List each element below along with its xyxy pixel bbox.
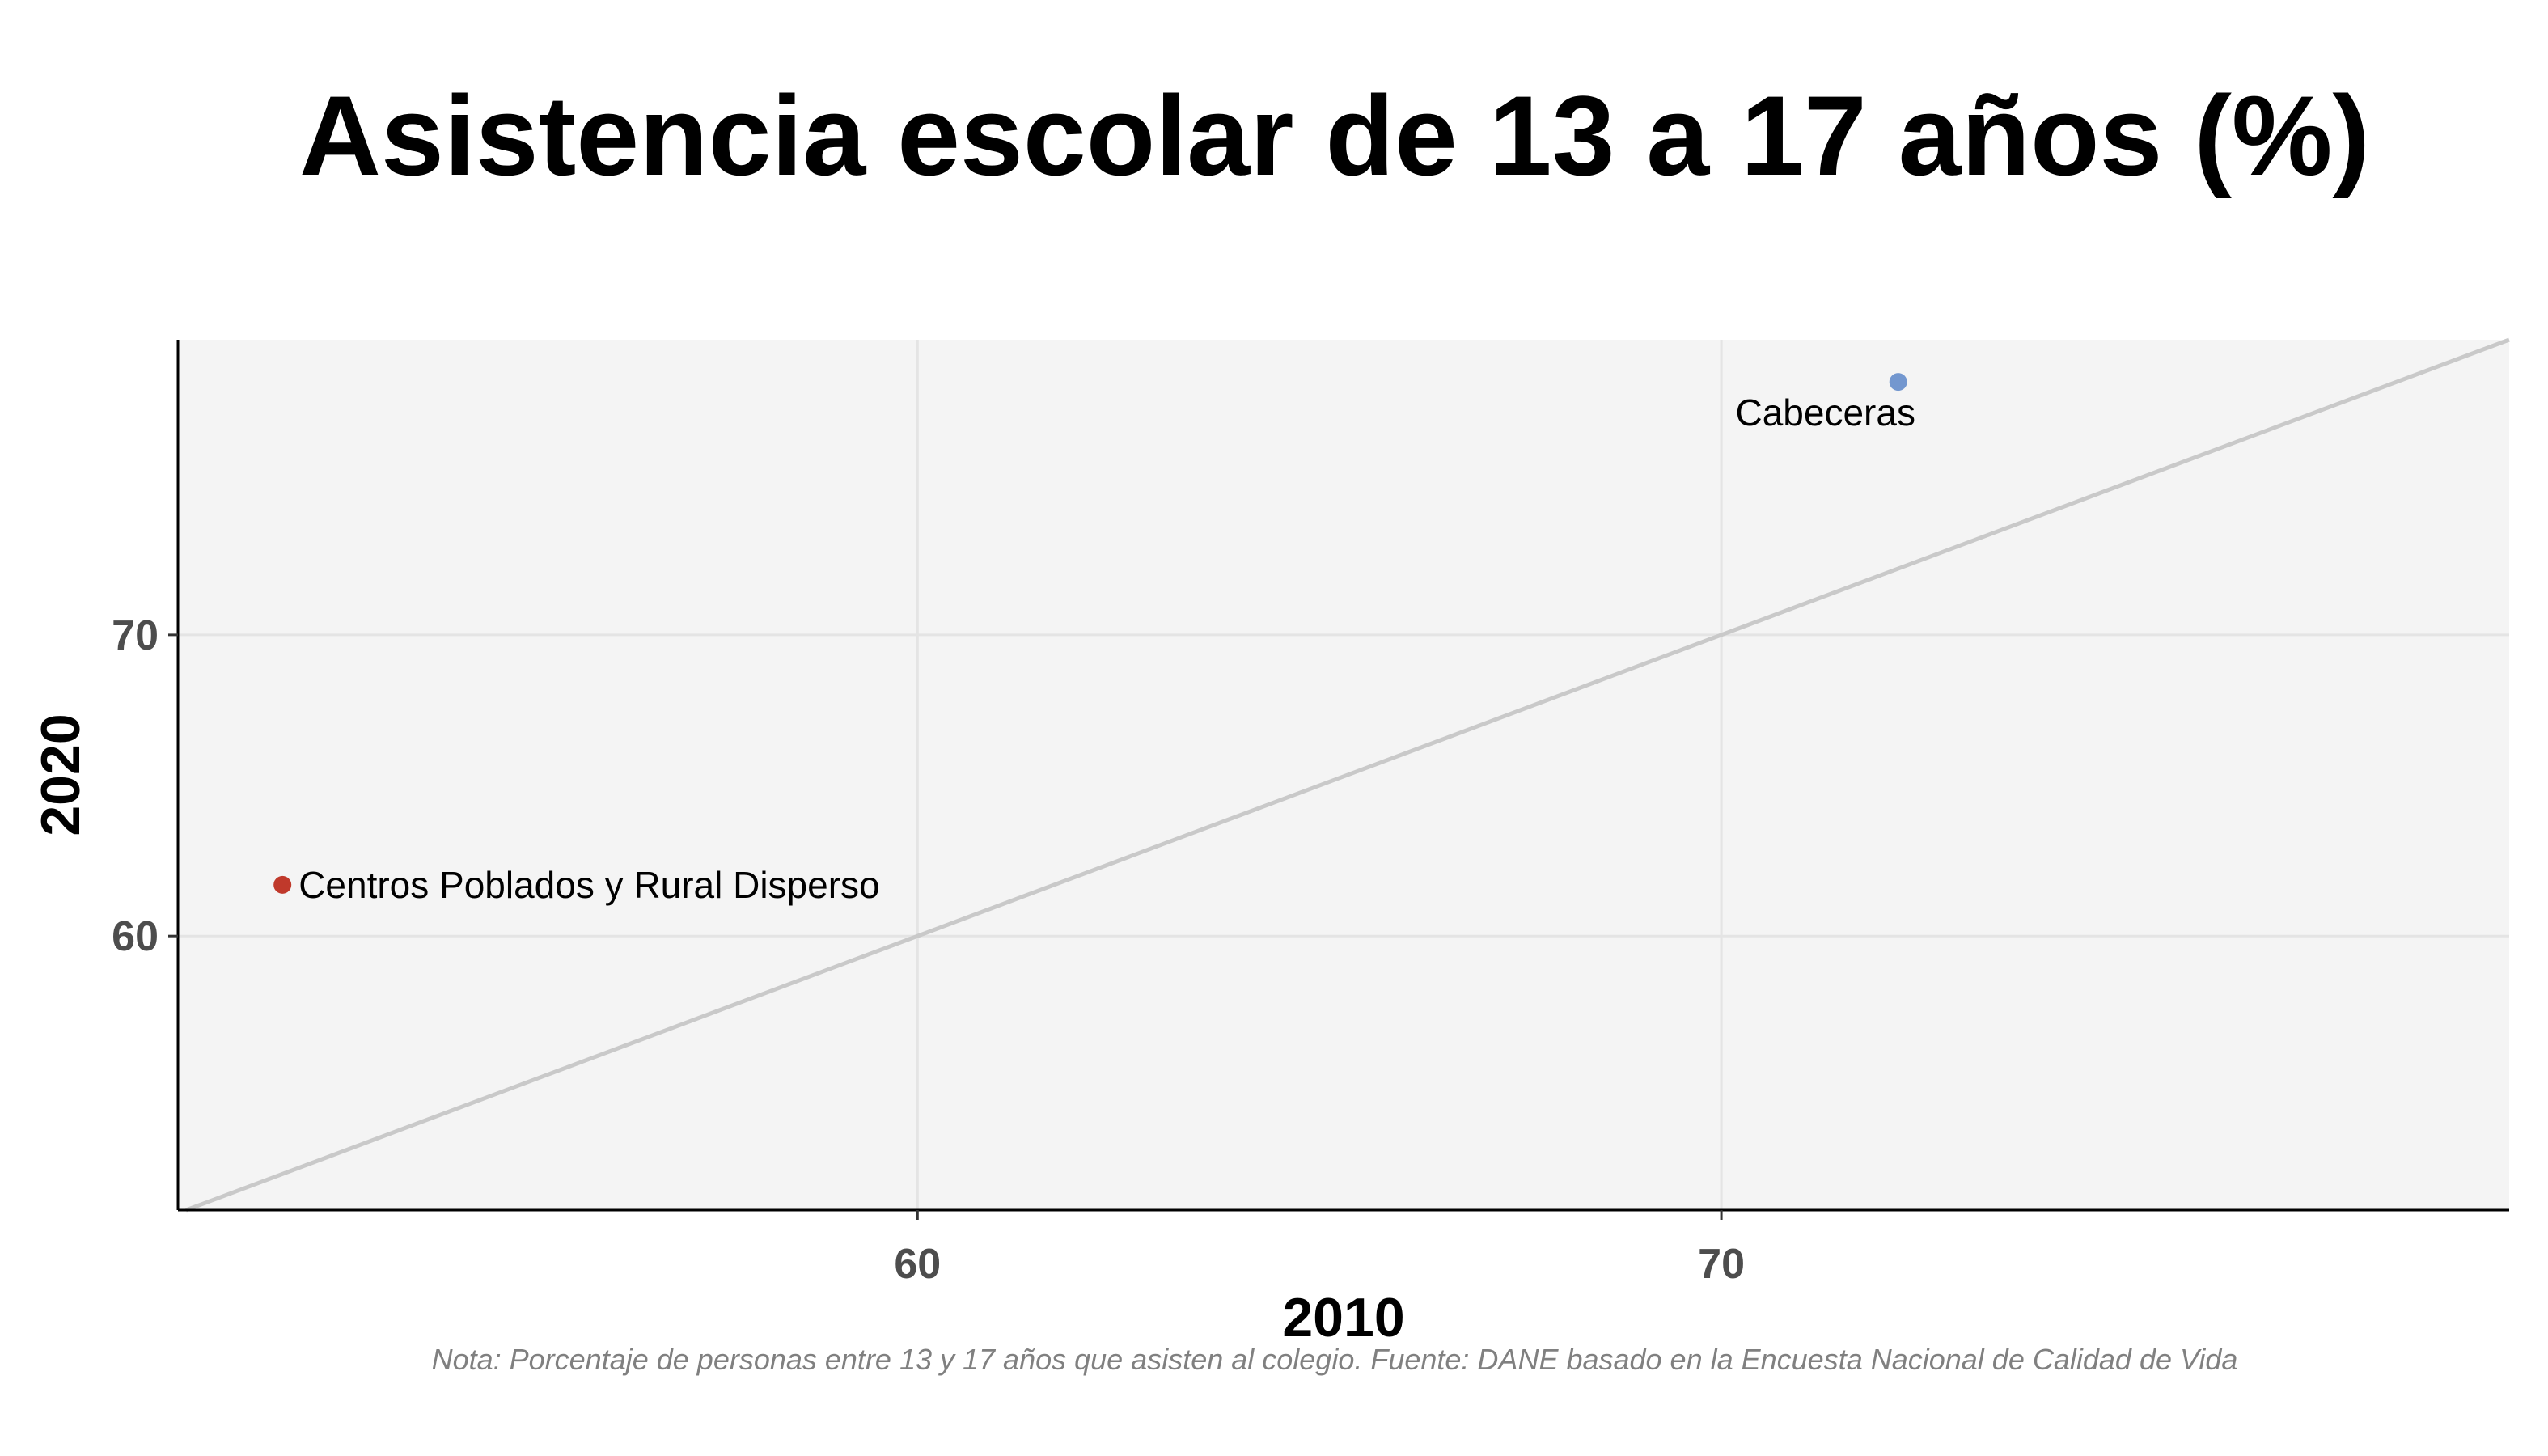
point-label: Cabeceras xyxy=(1735,392,1915,434)
x-tick-label: 70 xyxy=(1698,1241,1745,1288)
y-axis-label: 2020 xyxy=(30,713,91,836)
y-tick-label: 70 xyxy=(112,612,159,659)
data-points: Cabeceras Centros Poblados y Rural Disper… xyxy=(273,373,1915,906)
grid-lines xyxy=(178,340,2509,1210)
chart-note: Nota: Porcentaje de personas entre 13 y … xyxy=(431,1343,2238,1376)
data-point xyxy=(1889,373,1907,392)
axis-ticks: 60 70 60 70 xyxy=(112,612,1745,1288)
chart-title: Asistencia escolar de 13 a 17 años (%) xyxy=(298,72,2371,199)
x-axis-label: 2010 xyxy=(1282,1287,1404,1348)
point-label: Centros Poblados y Rural Disperso xyxy=(298,864,879,906)
x-tick-label: 60 xyxy=(894,1241,941,1288)
reference-line xyxy=(185,337,2510,1213)
y-tick-label: 60 xyxy=(112,913,159,960)
data-point xyxy=(273,875,292,894)
